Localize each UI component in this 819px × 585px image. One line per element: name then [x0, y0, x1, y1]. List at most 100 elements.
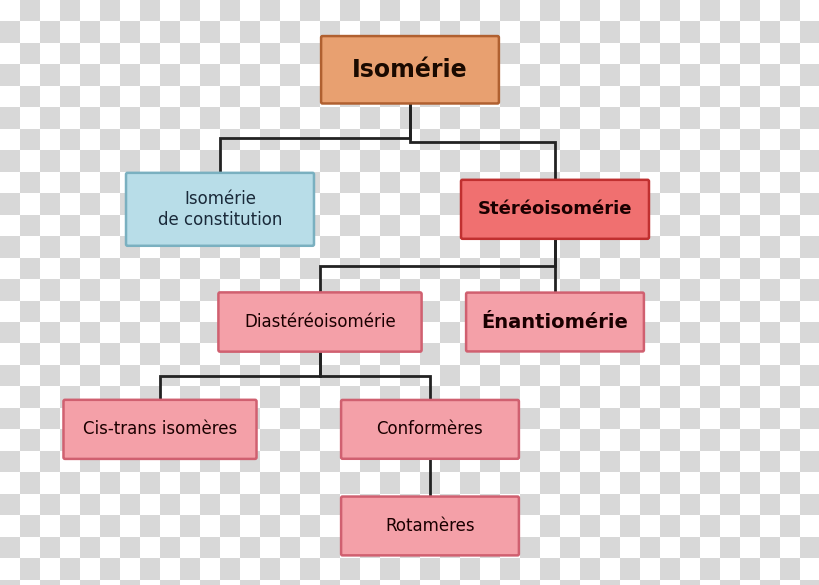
Bar [200, 150, 219, 172]
Bar [699, 429, 719, 451]
Bar [60, 279, 80, 301]
Bar [20, 236, 40, 257]
Bar [379, 236, 400, 257]
Bar [140, 43, 160, 64]
Bar [719, 257, 739, 279]
Bar [379, 301, 400, 322]
Bar [759, 150, 779, 172]
Bar [579, 107, 600, 129]
Bar [160, 494, 180, 515]
Bar [619, 172, 639, 193]
Bar [0, 472, 20, 494]
Bar [719, 150, 739, 172]
Bar [180, 451, 200, 472]
Bar [100, 150, 120, 172]
Bar [579, 429, 600, 451]
Bar [240, 494, 260, 515]
Bar [300, 86, 319, 107]
Bar [500, 129, 519, 150]
Bar [540, 64, 559, 86]
Bar [739, 236, 759, 257]
Bar [100, 408, 120, 429]
Bar [400, 536, 419, 558]
Bar [419, 451, 440, 472]
Bar [20, 43, 40, 64]
Bar [160, 451, 180, 472]
Bar [679, 387, 699, 408]
Bar [739, 322, 759, 343]
Bar [779, 472, 799, 494]
Bar [240, 150, 260, 172]
Bar [459, 22, 479, 43]
Bar [219, 129, 240, 150]
Bar [619, 193, 639, 215]
Bar [219, 86, 240, 107]
Bar [739, 150, 759, 172]
Bar [100, 515, 120, 536]
Bar [0, 129, 20, 150]
Bar [260, 0, 279, 22]
Bar [519, 365, 540, 387]
Bar [400, 558, 419, 580]
Bar [340, 0, 360, 22]
Bar [479, 408, 500, 429]
Bar [219, 494, 240, 515]
Bar [739, 215, 759, 236]
Bar [0, 536, 20, 558]
Bar [80, 387, 100, 408]
Bar [379, 365, 400, 387]
Bar [559, 279, 579, 301]
Bar [120, 322, 140, 343]
Bar [40, 279, 60, 301]
Bar [400, 22, 419, 43]
Bar [140, 22, 160, 43]
Bar [0, 43, 20, 64]
Bar [579, 64, 600, 86]
Bar [500, 494, 519, 515]
Bar [679, 279, 699, 301]
Bar [739, 515, 759, 536]
Bar [679, 107, 699, 129]
Bar [279, 172, 300, 193]
Bar [160, 236, 180, 257]
Bar [219, 451, 240, 472]
Bar [300, 580, 319, 585]
Bar [300, 451, 319, 472]
Bar [160, 322, 180, 343]
Bar [400, 150, 419, 172]
Bar [519, 387, 540, 408]
Bar [300, 279, 319, 301]
Bar [240, 0, 260, 22]
Bar [779, 429, 799, 451]
Bar [140, 494, 160, 515]
Bar [619, 215, 639, 236]
Bar [60, 43, 80, 64]
Bar [759, 301, 779, 322]
FancyBboxPatch shape [218, 292, 421, 352]
Bar [80, 451, 100, 472]
Bar [140, 429, 160, 451]
Bar [279, 107, 300, 129]
Bar [379, 322, 400, 343]
Bar [540, 451, 559, 472]
Bar [40, 64, 60, 86]
Bar [459, 301, 479, 322]
Bar [559, 558, 579, 580]
Bar [240, 86, 260, 107]
Bar [300, 494, 319, 515]
Bar [180, 86, 200, 107]
Bar [260, 150, 279, 172]
Bar [120, 193, 140, 215]
Bar [679, 236, 699, 257]
Bar [719, 536, 739, 558]
Bar [80, 322, 100, 343]
Bar [240, 279, 260, 301]
Bar [260, 215, 279, 236]
Bar [579, 150, 600, 172]
Bar [400, 86, 419, 107]
Bar [579, 536, 600, 558]
Bar [0, 215, 20, 236]
Bar [240, 451, 260, 472]
Bar [120, 215, 140, 236]
Bar [219, 429, 240, 451]
